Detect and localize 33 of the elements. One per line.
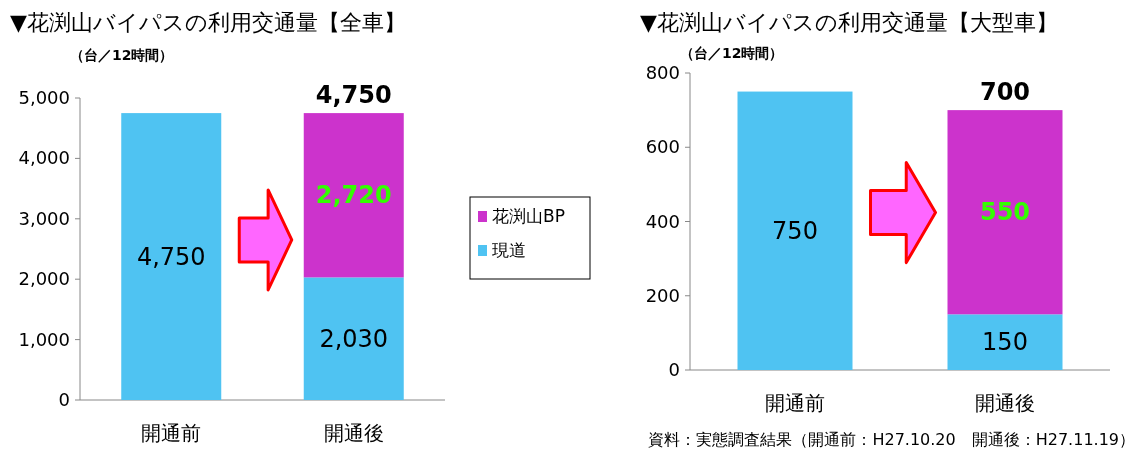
legend-label: 現道	[492, 240, 526, 260]
bar	[737, 91, 853, 370]
x-tick-label: 開通前	[141, 421, 202, 445]
chart-title: ▼花渕山バイパスの利用交通量【大型車】	[640, 10, 1058, 35]
y-tick-label: 4,000	[18, 147, 70, 169]
y-tick-label: 5,000	[18, 87, 70, 108]
text: 資料：実態調査結果（開通前：H27.10.20 開通後：H27.11.19）	[648, 430, 1135, 449]
y-tick-label: 0	[668, 359, 680, 380]
y-axis-title: （台／12時間）	[680, 45, 784, 61]
chart-title: ▼花渕山バイパスの利用交通量【全車】	[10, 10, 406, 35]
bar	[947, 110, 1063, 315]
total-label: 4,750	[315, 81, 392, 110]
total-label: 700	[979, 78, 1031, 107]
y-tick-label: 200	[645, 284, 680, 306]
y-tick-label: 600	[645, 136, 680, 158]
data-label: 550	[979, 198, 1031, 227]
legend-label: 花渕山BP	[492, 206, 565, 226]
y-tick-label: 800	[645, 62, 680, 83]
data-label: 2,720	[315, 181, 392, 210]
data-label: 4,750	[136, 242, 206, 271]
x-tick-label: 開通前	[765, 391, 825, 415]
data-label: 150	[982, 328, 1028, 357]
y-tick-label: 0	[58, 389, 70, 410]
data-label: 750	[772, 216, 818, 245]
y-tick-label: 2,000	[18, 268, 70, 290]
y-axis-title: （台／12時間）	[70, 47, 174, 63]
data-label: 2,030	[319, 324, 389, 353]
y-tick-label: 1,000	[18, 328, 70, 350]
y-tick-label: 400	[645, 210, 680, 232]
bar	[947, 314, 1063, 370]
y-tick-label: 3,000	[18, 207, 70, 229]
x-tick-label: 開通後	[975, 391, 1035, 415]
x-tick-label: 開通後	[323, 421, 384, 445]
